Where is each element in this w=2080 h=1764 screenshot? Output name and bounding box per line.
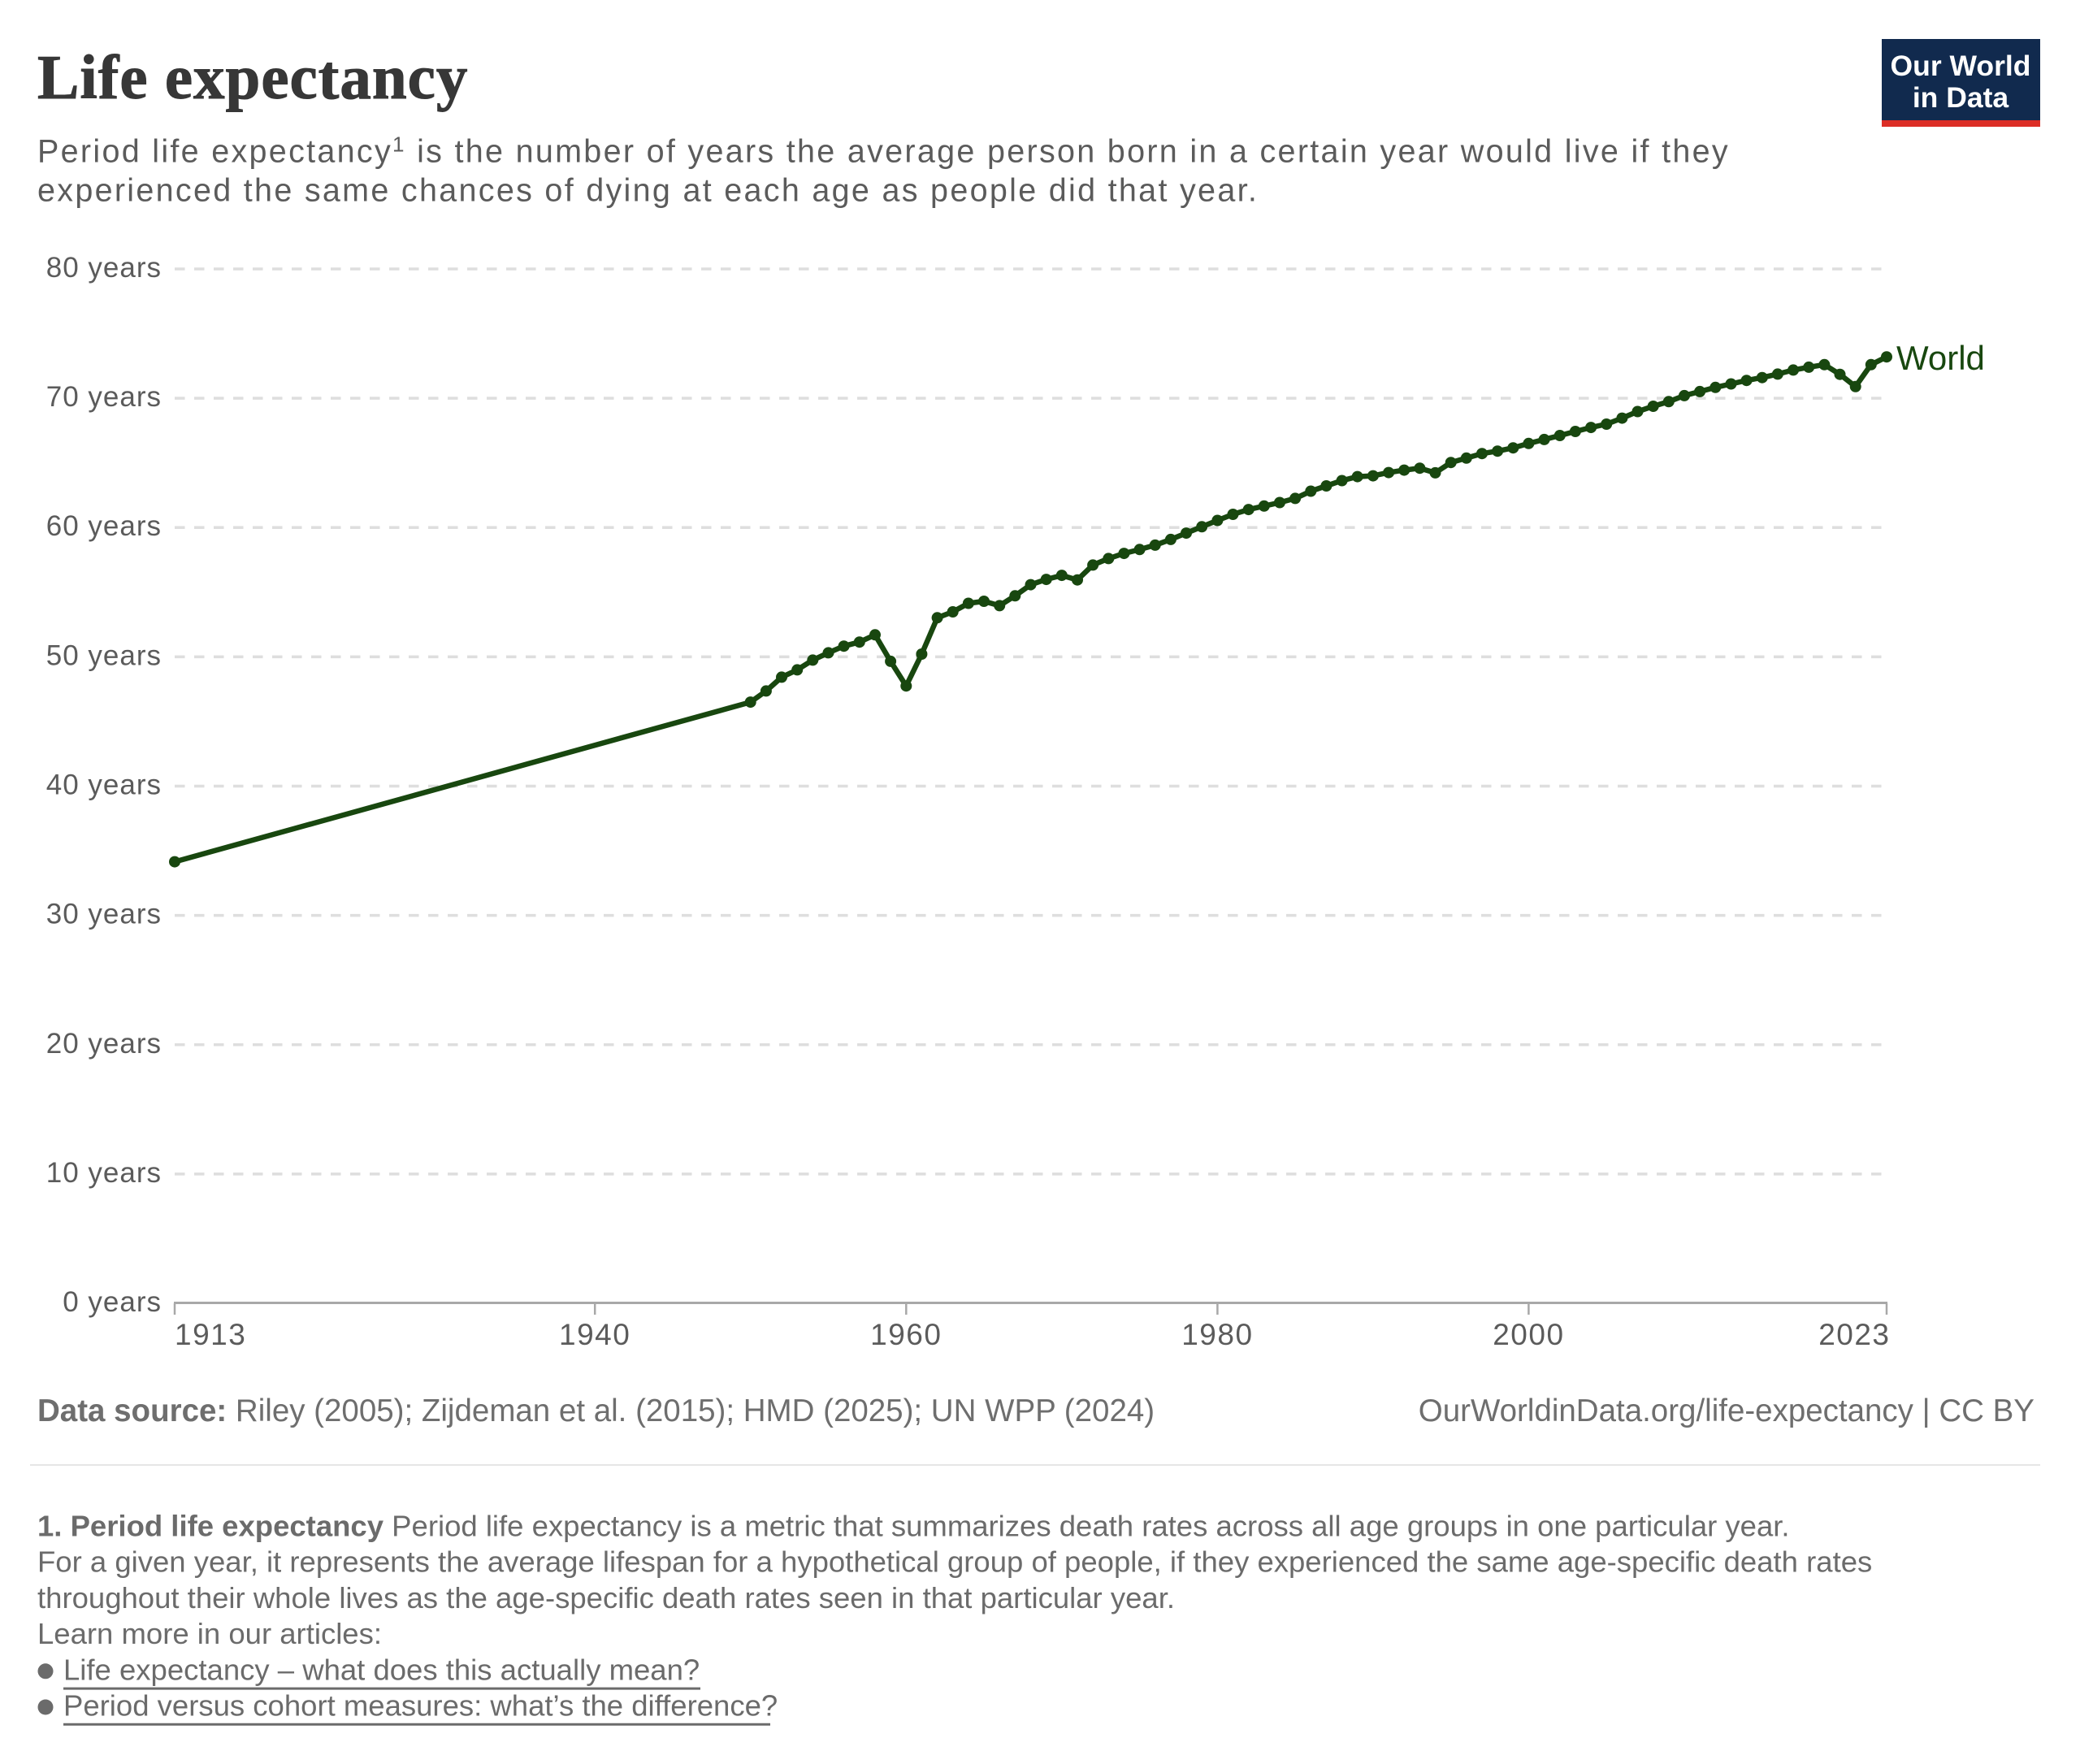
svg-text:80 years: 80 years	[46, 252, 162, 284]
svg-text:10 years: 10 years	[46, 1157, 162, 1189]
svg-text:1940: 1940	[559, 1318, 630, 1351]
svg-text:Our World: Our World	[1891, 50, 2031, 82]
svg-text:1913: 1913	[175, 1318, 246, 1351]
svg-text:60 years: 60 years	[46, 510, 162, 542]
svg-text:1960: 1960	[870, 1318, 942, 1351]
svg-text:Period life expectancy1 is the: Period life expectancy1 is the number of…	[37, 132, 1730, 170]
svg-text:Period versus cohort measures:: Period versus cohort measures: what’s th…	[63, 1689, 778, 1723]
svg-text:in Data: in Data	[1913, 81, 2009, 114]
svg-text:2023: 2023	[1818, 1318, 1890, 1351]
svg-text:1980: 1980	[1181, 1318, 1253, 1351]
svg-text:2000: 2000	[1493, 1318, 1564, 1351]
svg-text:Life expectancy – what does th: Life expectancy – what does this actuall…	[63, 1653, 700, 1686]
svg-text:Learn more in our articles:: Learn more in our articles:	[37, 1617, 382, 1650]
svg-text:Life expectancy: Life expectancy	[37, 42, 468, 112]
svg-text:World: World	[1896, 339, 1985, 377]
svg-text:Data source: Riley (2005); Zij: Data source: Riley (2005); Zijdeman et a…	[37, 1393, 1155, 1428]
svg-text:experienced the same chances o: experienced the same chances of dying at…	[37, 173, 1259, 209]
svg-text:20 years: 20 years	[46, 1028, 162, 1060]
svg-text:OurWorldinData.org/life-expect: OurWorldinData.org/life-expectancy | CC …	[1419, 1393, 2034, 1428]
svg-text:For a given year, it represent: For a given year, it represents the aver…	[37, 1545, 1872, 1579]
svg-text:50 years: 50 years	[46, 639, 162, 671]
svg-text:40 years: 40 years	[46, 769, 162, 801]
svg-text:70 years: 70 years	[46, 381, 162, 413]
svg-text:0 years: 0 years	[63, 1286, 162, 1318]
svg-text:30 years: 30 years	[46, 899, 162, 930]
svg-text:1. Period life expectancy Peri: 1. Period life expectancy Period life ex…	[37, 1510, 1790, 1543]
svg-text:throughout their whole lives a: throughout their whole lives as the age-…	[37, 1581, 1175, 1614]
